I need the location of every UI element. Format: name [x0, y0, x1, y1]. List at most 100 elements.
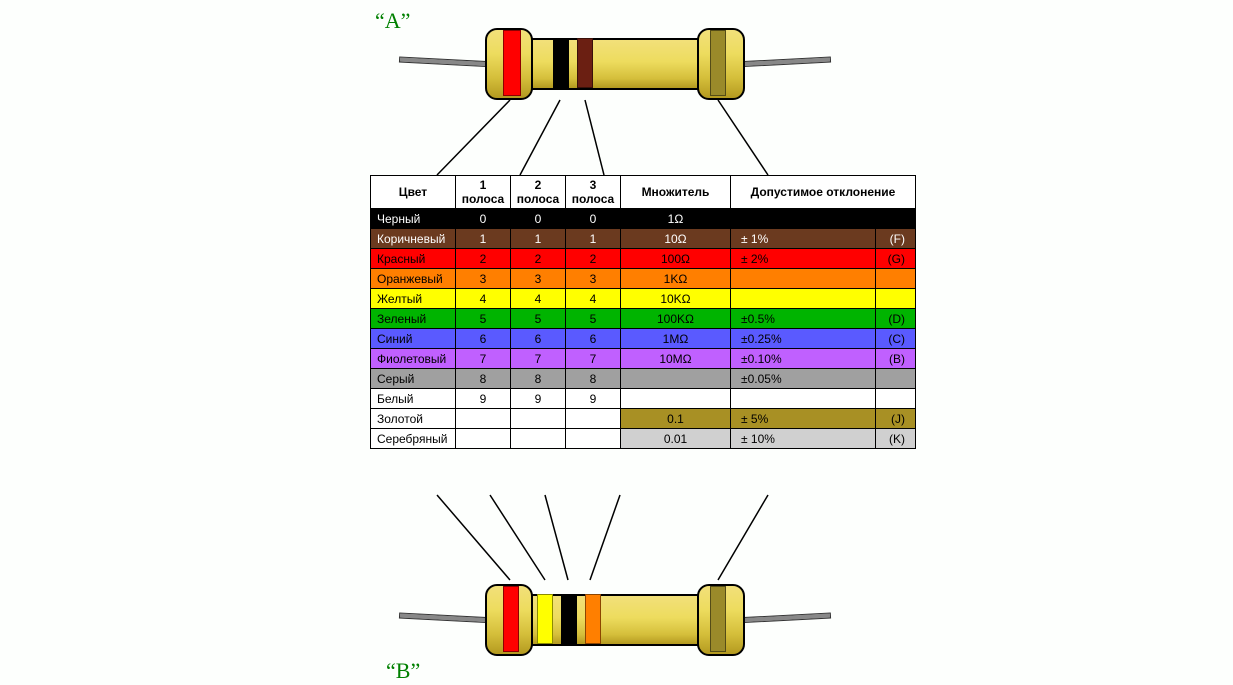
table-cell: 3	[511, 269, 566, 289]
table-cell: ± 10%	[731, 429, 876, 449]
resistor-band	[585, 594, 601, 644]
label-b: “B”	[386, 658, 420, 684]
resistor-band	[537, 594, 553, 644]
table-cell: 1	[456, 229, 511, 249]
table-cell	[456, 429, 511, 449]
table-row: Красный222100Ω± 2%(G)	[371, 249, 916, 269]
table-cell: 1KΩ	[621, 269, 731, 289]
table-cell: (K)	[876, 429, 916, 449]
resistor-band	[503, 30, 521, 96]
table-row: Синий6661MΩ±0.25%(C)	[371, 329, 916, 349]
table-cell: Фиолетовый	[371, 349, 456, 369]
table-cell: 9	[456, 389, 511, 409]
table-cell: (F)	[876, 229, 916, 249]
table-cell: 100KΩ	[621, 309, 731, 329]
table-cell: 5	[566, 309, 621, 329]
table-cell: 100Ω	[621, 249, 731, 269]
table-cell: (D)	[876, 309, 916, 329]
table-cell: 6	[456, 329, 511, 349]
table-row: Черный0001Ω	[371, 209, 916, 229]
table-cell: ±0.10%	[731, 349, 876, 369]
table-cell: ± 5%	[731, 409, 876, 429]
table-row: Серый888±0.05%	[371, 369, 916, 389]
table-cell: Черный	[371, 209, 456, 229]
table-cell	[511, 429, 566, 449]
table-cell: 8	[566, 369, 621, 389]
table-cell: 3	[566, 269, 621, 289]
table-cell: (G)	[876, 249, 916, 269]
table-cell	[511, 409, 566, 429]
table-header: Допустимое отклонение	[731, 176, 916, 209]
resistor-b	[485, 578, 745, 658]
table-cell: 5	[456, 309, 511, 329]
table-header: Цвет	[371, 176, 456, 209]
table-row: Желтый44410KΩ	[371, 289, 916, 309]
table-cell: 8	[456, 369, 511, 389]
table-cell: (C)	[876, 329, 916, 349]
table-cell: 0	[566, 209, 621, 229]
label-a: “A”	[375, 8, 410, 34]
table-cell: 4	[511, 289, 566, 309]
table-cell: ±0.5%	[731, 309, 876, 329]
table-cell: 10KΩ	[621, 289, 731, 309]
table-cell: 4	[456, 289, 511, 309]
table-cell: Золотой	[371, 409, 456, 429]
table-header: 2 полоса	[511, 176, 566, 209]
table-header: Множитель	[621, 176, 731, 209]
table-cell: ± 1%	[731, 229, 876, 249]
table-cell: 7	[511, 349, 566, 369]
color-code-table: Цвет1 полоса2 полоса3 полосаМножительДоп…	[370, 175, 916, 449]
table-header: 3 полоса	[566, 176, 621, 209]
table-cell	[621, 369, 731, 389]
table-cell: 0.1	[621, 409, 731, 429]
table-cell: 4	[566, 289, 621, 309]
table-cell: Коричневый	[371, 229, 456, 249]
table-cell: 2	[456, 249, 511, 269]
table-row: Зеленый555100KΩ±0.5%(D)	[371, 309, 916, 329]
resistor-band	[553, 38, 569, 88]
table-cell: 10Ω	[621, 229, 731, 249]
table-cell	[566, 429, 621, 449]
table-cell: 1	[511, 229, 566, 249]
table-row: Коричневый11110Ω± 1%(F)	[371, 229, 916, 249]
table-header: 1 полоса	[456, 176, 511, 209]
table-cell: ±0.25%	[731, 329, 876, 349]
table-cell: 8	[511, 369, 566, 389]
diagram-stage: “A” “B” Цвет1 полоса2 полоса3 полосаМнож…	[0, 0, 1233, 685]
table-cell: Белый	[371, 389, 456, 409]
table-cell: 1Ω	[621, 209, 731, 229]
table-cell: (B)	[876, 349, 916, 369]
resistor-lead-left	[400, 58, 495, 67]
table-cell: 9	[566, 389, 621, 409]
table-row: Серебряный 0.01± 10%(K)	[371, 429, 916, 449]
table-cell: 6	[511, 329, 566, 349]
table-cell: 6	[566, 329, 621, 349]
table-cell: Зеленый	[371, 309, 456, 329]
resistor-lead-left	[400, 614, 495, 623]
table-cell: 0.01	[621, 429, 731, 449]
table-cell	[456, 409, 511, 429]
table-cell: 2	[566, 249, 621, 269]
table-cell: 2	[511, 249, 566, 269]
table-row: Фиолетовый77710MΩ±0.10%(B)	[371, 349, 916, 369]
table-cell	[876, 369, 916, 389]
table-cell	[876, 389, 916, 409]
table-cell: 1MΩ	[621, 329, 731, 349]
table-cell: 1	[566, 229, 621, 249]
resistor-lead-right	[735, 58, 830, 67]
table-cell: Желтый	[371, 289, 456, 309]
table-cell: Красный	[371, 249, 456, 269]
table-cell	[731, 389, 876, 409]
table-cell: ± 2%	[731, 249, 876, 269]
table-cell	[876, 209, 916, 229]
table-row: Белый999	[371, 389, 916, 409]
table-cell: Серебряный	[371, 429, 456, 449]
resistor-band	[561, 594, 577, 644]
table-cell: 7	[566, 349, 621, 369]
table-cell: Оранжевый	[371, 269, 456, 289]
table-cell: 3	[456, 269, 511, 289]
table-cell: 7	[456, 349, 511, 369]
table-cell: 9	[511, 389, 566, 409]
table-cell: Серый	[371, 369, 456, 389]
table-cell	[731, 209, 876, 229]
